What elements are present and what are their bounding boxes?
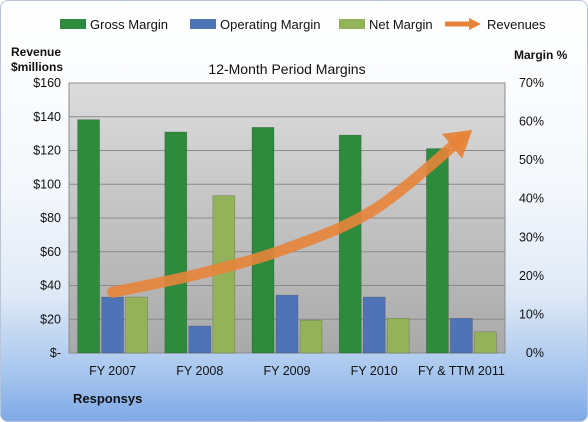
left-tick-label: $40: [40, 279, 61, 293]
bar-operating-margin: [188, 325, 212, 354]
bar-net-margin: [474, 331, 497, 354]
bar-gross-margin: [426, 148, 449, 354]
left-axis-ticks: $- $20 $40 $60 $80 $100 $120 $140 $160: [33, 76, 61, 360]
right-tick-label: 0%: [526, 346, 544, 360]
category-label: FY 2007: [89, 364, 136, 378]
right-tick-label: 50%: [519, 153, 544, 167]
category-label: FY & TTM 2011: [418, 364, 505, 378]
left-tick-label: $-: [50, 346, 61, 360]
legend: Gross Margin Operating Margin Net Margin…: [60, 17, 546, 32]
revenue-point: [199, 273, 201, 275]
left-tick-label: $20: [40, 312, 61, 326]
bar-net-margin: [386, 317, 410, 354]
left-tick-label: $60: [40, 245, 61, 259]
right-tick-label: 20%: [519, 269, 544, 283]
bar-operating-margin: [275, 294, 299, 354]
right-tick-label: 10%: [519, 307, 544, 321]
company-label: Responsys: [73, 391, 142, 406]
revenue-point: [373, 209, 375, 211]
right-tick-label: 40%: [519, 192, 544, 206]
bar-gross-margin: [164, 131, 188, 354]
chart-title: 12-Month Period Margins: [208, 61, 365, 77]
legend-swatch-net-margin: [339, 19, 365, 29]
bar-net-margin: [125, 296, 148, 354]
legend-swatch-operating-margin: [190, 19, 216, 29]
bar-net-margin: [299, 319, 323, 354]
legend-label-gross-margin: Gross Margin: [90, 17, 168, 32]
legend-label-operating-margin: Operating Margin: [220, 17, 320, 32]
bar-gross-margin: [338, 134, 362, 354]
left-tick-label: $140: [33, 110, 61, 124]
bar-operating-margin: [362, 296, 386, 354]
revenue-series: [107, 129, 473, 298]
bar-operating-margin: [101, 296, 124, 354]
category-label: FY 2008: [176, 364, 223, 378]
left-tick-label: $120: [33, 144, 61, 158]
left-tick-label: $100: [33, 177, 61, 191]
bar-gross-margin: [77, 119, 100, 354]
left-tick-label: $80: [40, 211, 61, 225]
category-labels: FY 2007 FY 2008 FY 2009 FY 2010 FY & TTM 201…: [89, 364, 505, 378]
right-axis-ticks: 0% 10% 20% 30% 40% 50% 60% 70%: [519, 76, 544, 360]
right-tick-label: 60%: [519, 115, 544, 129]
revenue-point: [286, 247, 288, 249]
legend-swatch-gross-margin: [60, 19, 86, 29]
right-axis-title: Margin %: [514, 48, 568, 62]
legend-label-revenues: Revenues: [487, 17, 546, 32]
right-tick-label: 70%: [519, 76, 544, 90]
bar-operating-margin: [450, 317, 473, 354]
bars: [77, 119, 497, 354]
left-axis-title-line2: $millions: [11, 60, 63, 74]
category-label: FY 2010: [351, 364, 398, 378]
right-tick-label: 30%: [519, 230, 544, 244]
left-axis-title-line1: Revenue: [11, 45, 61, 59]
category-label: FY 2009: [263, 364, 310, 378]
left-tick-label: $160: [33, 76, 61, 90]
legend-swatch-revenues: [445, 18, 481, 30]
revenue-arrowhead: [441, 129, 473, 159]
legend-label-net-margin: Net Margin: [369, 17, 433, 32]
revenue-point: [112, 291, 114, 293]
bar-gross-margin: [251, 127, 275, 354]
